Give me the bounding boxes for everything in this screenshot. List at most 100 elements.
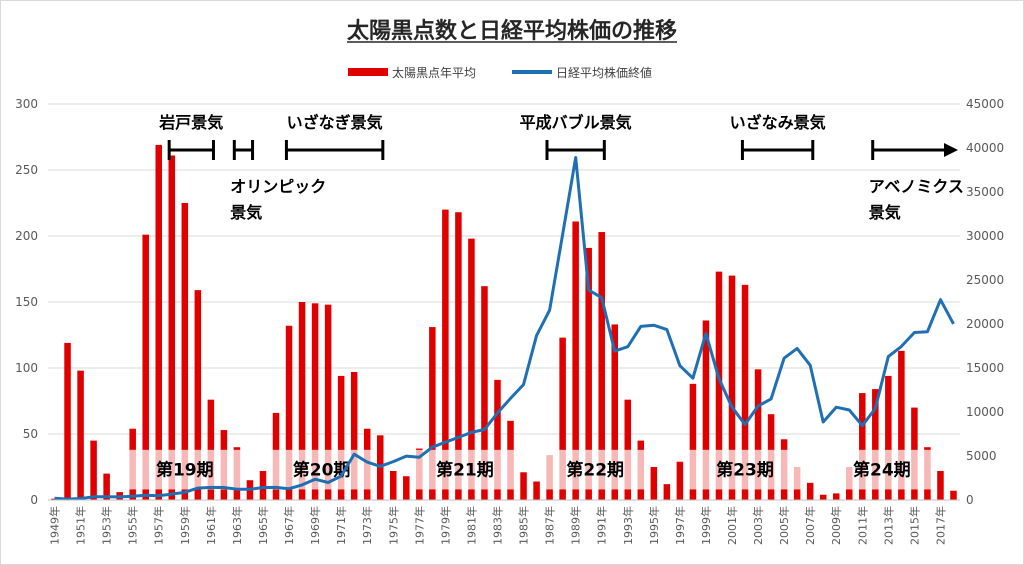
left-tick-label: 50: [23, 427, 38, 441]
right-tick-label: 10000: [966, 405, 1004, 419]
x-tick-label: 1973年: [360, 506, 374, 545]
sunspot-bar: [403, 476, 410, 500]
sunspot-bar: [754, 369, 762, 500]
sunspot-bar: [77, 370, 84, 500]
boom-label: 平成バブル景気: [520, 113, 632, 132]
sunspot-bar: [350, 371, 358, 500]
sunspot-bar: [155, 144, 162, 501]
solar-cycle-labels: 第19期 第20期 第21期 第22期 第23期 第24期: [126, 449, 934, 490]
sunspot-bar: [285, 325, 293, 500]
x-tick-label: 1977年: [412, 506, 426, 545]
sunspot-bar: [741, 284, 749, 500]
x-tick-label: 2007年: [803, 506, 817, 545]
sunspot-bar: [715, 271, 723, 500]
sunspot-bar: [90, 440, 97, 500]
right-tick-label: 0: [966, 493, 974, 507]
x-tick-label: 1961年: [204, 506, 218, 545]
sunspot-bar: [611, 324, 618, 500]
cycle-band: [829, 449, 934, 490]
legend-label-sunspots: 太陽黒点年平均: [392, 65, 476, 80]
sunspot-bar: [663, 484, 671, 500]
boom-marker: 平成バブル景気: [520, 113, 632, 160]
nikkei-line: [54, 156, 955, 501]
sunspot-bar: [832, 493, 840, 500]
boom-marker: いざなみ景気: [730, 113, 826, 160]
sunspot-bar: [937, 470, 944, 500]
sunspot-bar: [689, 383, 697, 500]
sunspot-bar: [337, 375, 345, 500]
x-axis: 1949年 1951年 1953年 1955年 1957年 1959年 1961年 1963年…: [48, 499, 960, 545]
x-tick-label: 2017年: [933, 506, 947, 545]
right-tick-label: 15000: [966, 361, 1004, 375]
sunspot-bar: [298, 302, 306, 500]
sunspot-bar: [181, 203, 189, 500]
cycle-label: 第19期: [156, 460, 214, 481]
chart-title: 太陽黒点数と日経平均株価の推移: [347, 18, 677, 44]
sunspot-bar: [650, 467, 658, 500]
sunspot-bar: [533, 481, 540, 500]
sunspot-bar: [455, 212, 462, 501]
left-axis: 0 50 100 150 200 250 300: [15, 97, 38, 507]
sunspot-bar: [898, 350, 905, 500]
boom-marker: いざなぎ景気: [284, 113, 385, 160]
sunspot-bar: [142, 234, 149, 500]
boom-marker: 岩戸景気: [158, 113, 223, 160]
right-tick-label: 35000: [966, 185, 1004, 199]
sunspot-bar: [259, 470, 267, 500]
x-tick-label: 1951年: [74, 506, 88, 545]
x-tick-label: 2005年: [777, 506, 791, 545]
x-tick-label: 1983年: [490, 506, 504, 545]
sunspot-bar: [64, 342, 71, 500]
x-tick-label: 2003年: [751, 506, 765, 545]
sunspot-bar: [442, 209, 449, 500]
x-tick-label: 1987年: [543, 506, 557, 545]
sunspot-bar: [885, 375, 892, 500]
x-tick-label: 1985年: [517, 506, 531, 545]
right-tick-label: 25000: [966, 273, 1004, 287]
boom-label: いざなぎ景気: [287, 113, 383, 132]
sunspot-bar: [676, 461, 684, 500]
x-tick-label: 1993年: [621, 506, 635, 545]
sunspot-bar: [585, 247, 592, 500]
boom-label: いざなみ景気: [730, 113, 826, 132]
x-tick-label: 1979年: [438, 506, 452, 545]
legend-swatch-sunspots: [348, 68, 388, 76]
cycle-band: [412, 449, 518, 490]
x-tick-label: 2015年: [907, 506, 921, 545]
boom-label: 岩戸景気: [158, 113, 223, 132]
cycle-band: [686, 449, 804, 490]
x-tick-label: 1957年: [152, 506, 166, 545]
nikkei-line-series: [54, 156, 955, 501]
sunspot-bar: [728, 275, 736, 500]
legend-label-nikkei: 日経平均株価終値: [556, 65, 652, 80]
x-tick-label: 1991年: [595, 506, 609, 545]
x-tick-label: 1963年: [230, 506, 244, 545]
boom-label: オリンピック: [230, 177, 326, 196]
right-tick-label: 20000: [966, 317, 1004, 331]
sunspot-bar: [390, 470, 397, 500]
sunspot-bar: [819, 494, 827, 500]
sunspot-bar: [950, 490, 957, 500]
cycle-label: 第24期: [853, 460, 911, 481]
sunspot-bar: [194, 290, 202, 500]
x-tick-label: 2011年: [855, 506, 869, 545]
left-tick-label: 150: [15, 295, 38, 309]
boom-arrowhead: [944, 143, 958, 157]
left-tick-label: 0: [30, 493, 38, 507]
legend: 太陽黒点年平均 日経平均株価終値: [348, 65, 652, 80]
x-tick-label: 1965年: [256, 506, 270, 545]
x-tick-label: 1995年: [647, 506, 661, 545]
sunspot-bar: [481, 286, 488, 500]
right-tick-label: 5000: [966, 449, 997, 463]
x-tick-label: 1975年: [386, 506, 400, 545]
sunspot-bar: [494, 379, 501, 500]
left-tick-label: 250: [15, 163, 38, 177]
x-tick-label: 1969年: [308, 506, 322, 545]
x-tick-label: 1959年: [178, 506, 192, 545]
sunspot-bar: [559, 337, 566, 500]
sunspot-bar: [572, 221, 579, 501]
right-tick-label: 30000: [966, 229, 1004, 243]
x-tick-label: 1949年: [48, 506, 62, 545]
